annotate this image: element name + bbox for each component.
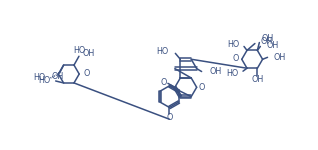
- Text: OH: OH: [261, 37, 273, 46]
- Text: HO: HO: [73, 46, 85, 55]
- Text: HO: HO: [227, 40, 239, 49]
- Text: OH: OH: [210, 67, 222, 76]
- Text: O: O: [232, 54, 239, 63]
- Text: OH: OH: [83, 49, 95, 58]
- Text: HO: HO: [156, 47, 169, 56]
- Text: O: O: [198, 83, 205, 92]
- Text: HO: HO: [33, 74, 45, 82]
- Text: OH: OH: [251, 75, 264, 84]
- Text: OH: OH: [261, 34, 273, 43]
- Text: OH: OH: [52, 72, 64, 81]
- Text: HO: HO: [226, 69, 238, 78]
- Text: O: O: [161, 78, 167, 87]
- Text: OH: OH: [266, 41, 279, 50]
- Text: OH: OH: [273, 53, 286, 62]
- Text: O: O: [83, 69, 90, 78]
- Text: O: O: [166, 113, 173, 122]
- Text: HO: HO: [38, 76, 51, 85]
